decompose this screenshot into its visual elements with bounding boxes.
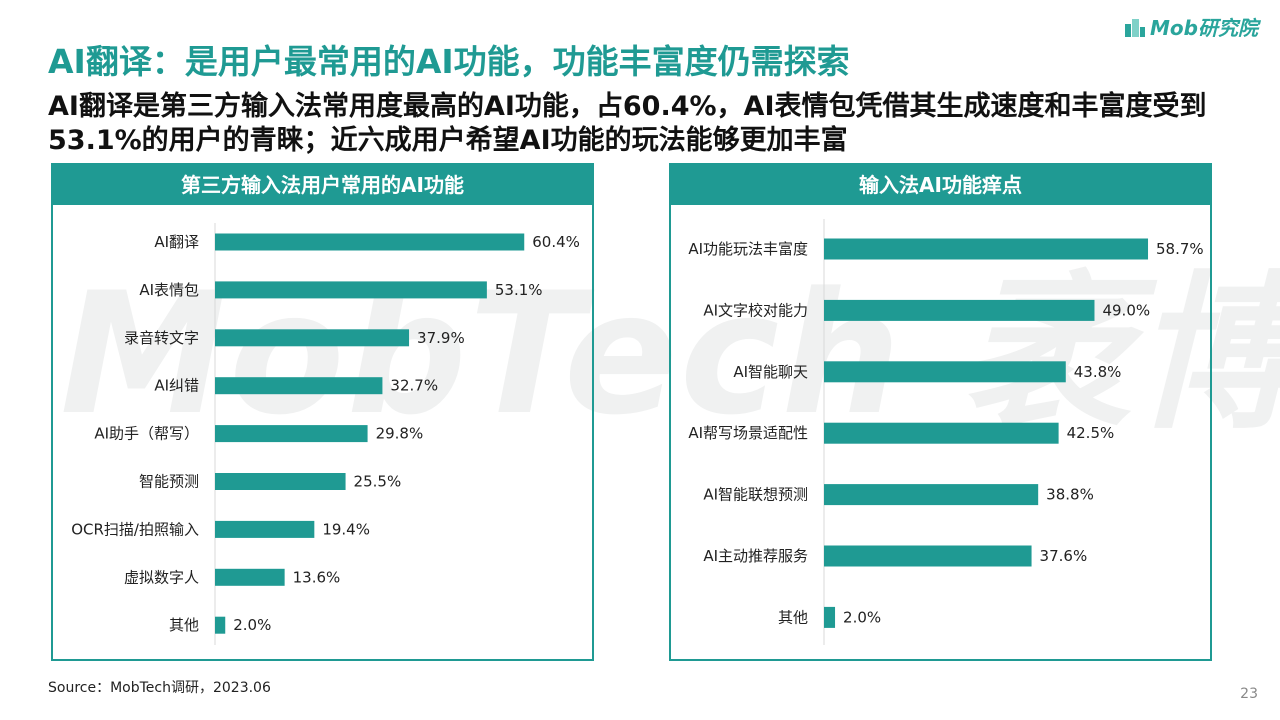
bar-chart-ai-pain-points: AI功能玩法丰富度 58.7% AI文字校对能力 49.0% AI智能聊天 43.8% AI… bbox=[688, 219, 1204, 645]
data-label: 42.5% bbox=[1067, 424, 1115, 442]
bar bbox=[824, 422, 1059, 444]
data-label: 43.8% bbox=[1074, 363, 1122, 381]
data-label: 2.0% bbox=[233, 616, 271, 634]
data-label: 58.7% bbox=[1156, 240, 1204, 258]
chart-title: 第三方输入法用户常用的AI功能 bbox=[53, 165, 592, 205]
bar bbox=[824, 238, 1149, 260]
data-label: 2.0% bbox=[843, 608, 881, 626]
chart-panel-ai-pain-points: 输入法AI功能痒点 AI功能玩法丰富度 58.7% AI文字校对能力 49.0% AI智… bbox=[669, 163, 1212, 661]
bar bbox=[215, 281, 487, 299]
bar bbox=[215, 377, 383, 395]
category-label: AI主动推荐服务 bbox=[703, 547, 808, 565]
category-label: 录音转文字 bbox=[124, 329, 199, 347]
category-label: 其他 bbox=[169, 616, 199, 634]
bar bbox=[215, 616, 226, 634]
building-icon bbox=[1125, 18, 1146, 37]
category-label: AI帮写场景适配性 bbox=[688, 424, 808, 442]
data-label: 32.7% bbox=[390, 377, 438, 395]
category-label: 智能预测 bbox=[139, 473, 199, 491]
data-label: 49.0% bbox=[1102, 301, 1150, 319]
category-label: 其他 bbox=[778, 608, 808, 626]
category-label: AI智能联想预测 bbox=[703, 486, 808, 504]
bar bbox=[215, 568, 285, 586]
source-note: Source：MobTech调研，2023.06 bbox=[48, 680, 271, 696]
data-label: 25.5% bbox=[354, 473, 402, 491]
chart-title: 输入法AI功能痒点 bbox=[671, 165, 1210, 205]
category-label: AI助手（帮写） bbox=[94, 425, 199, 443]
data-label: 38.8% bbox=[1046, 486, 1094, 504]
data-label: 53.1% bbox=[495, 281, 543, 299]
category-label: 虚拟数字人 bbox=[124, 568, 199, 586]
data-label: 37.6% bbox=[1040, 547, 1088, 565]
category-label: AI纠错 bbox=[154, 377, 199, 395]
category-label: OCR扫描/拍照输入 bbox=[71, 520, 199, 538]
bar bbox=[215, 473, 346, 490]
bar bbox=[215, 425, 368, 443]
data-label: 19.4% bbox=[322, 520, 370, 538]
bar bbox=[215, 233, 525, 251]
category-label: AI智能聊天 bbox=[733, 363, 808, 381]
bar bbox=[824, 361, 1066, 383]
category-label: AI文字校对能力 bbox=[703, 301, 808, 319]
bar bbox=[824, 545, 1032, 567]
category-label: AI功能玩法丰富度 bbox=[688, 240, 808, 258]
category-label: AI表情包 bbox=[139, 281, 199, 299]
page-number: 23 bbox=[1240, 686, 1258, 702]
bar bbox=[215, 329, 410, 347]
page-subtitle: AI翻译是第三方输入法常用度最高的AI功能，占60.4%，AI表情包凭借其生成速… bbox=[48, 91, 1207, 156]
bar bbox=[215, 520, 315, 538]
bar bbox=[824, 484, 1039, 506]
bar bbox=[824, 606, 836, 628]
logo-text: Mob研究院 bbox=[1150, 16, 1258, 40]
bar-chart-common-ai-features: AI翻译 60.4% AI表情包 53.1% 录音转文字 37.9% AI纠错 32.7% AI… bbox=[71, 223, 580, 645]
bar bbox=[824, 299, 1095, 321]
chart-panel-common-ai-features: 第三方输入法用户常用的AI功能 AI翻译 60.4% AI表情包 53.1% 录音转文字… bbox=[51, 163, 594, 661]
brand-logo: Mob研究院 bbox=[1124, 12, 1258, 41]
data-label: 37.9% bbox=[417, 329, 465, 347]
page-title: AI翻译：是用户最常用的AI功能，功能丰富度仍需探索 bbox=[48, 42, 850, 81]
data-label: 29.8% bbox=[376, 425, 424, 443]
data-label: 60.4% bbox=[532, 233, 580, 251]
data-label: 13.6% bbox=[293, 568, 341, 586]
category-label: AI翻译 bbox=[154, 233, 199, 251]
